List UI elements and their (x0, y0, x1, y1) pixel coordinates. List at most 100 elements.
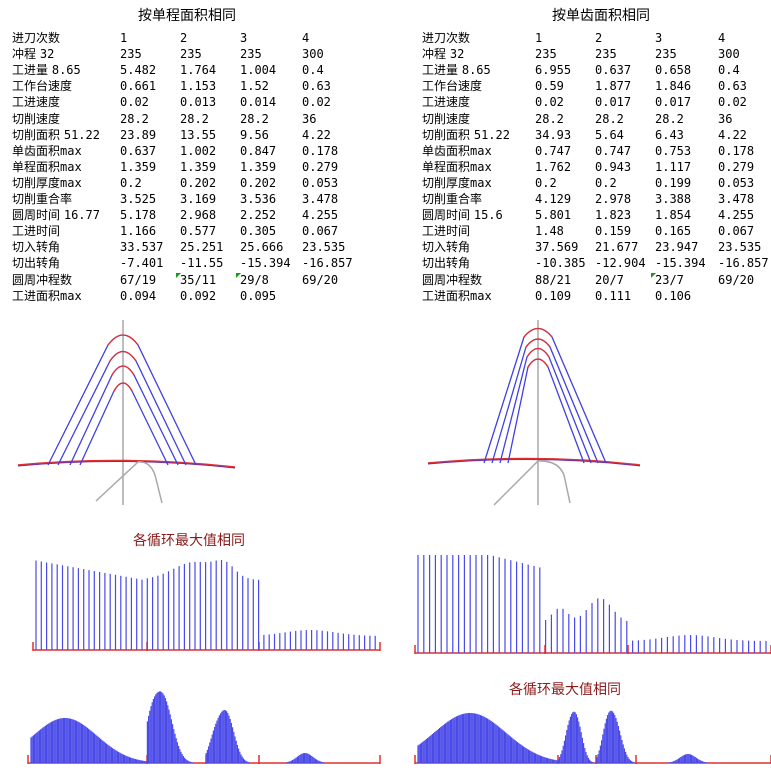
row-label: 圆周冲程数 (12, 272, 72, 288)
row-total-value: 32 (39, 47, 55, 62)
row-label-suffix: max (470, 159, 492, 174)
row-label: 切削速度 (422, 111, 470, 127)
row-label-text: 单程面积 (422, 159, 471, 174)
row-label-text: 切入转角 (422, 240, 471, 255)
row-label-text: 切出转角 (422, 256, 471, 271)
row-label-text: 工进速度 (422, 95, 471, 110)
value-cell: 88/21 (535, 272, 572, 287)
pass-number: 3 (655, 31, 663, 45)
value-cell: 28.2 (535, 111, 564, 126)
value-cell: 0.2 (120, 175, 142, 190)
value-cell: 0.109 (535, 288, 572, 303)
value-cell: 0.159 (595, 224, 632, 239)
value-cell: 0.02 (718, 95, 747, 110)
value-cell: 28.2 (120, 111, 149, 126)
row-label: 单齿面积max (12, 143, 82, 159)
value-cell: 0.847 (240, 143, 277, 158)
value-cell: 6.43 (655, 127, 684, 142)
row-label: 切削面积 51.22 (422, 127, 510, 143)
row-label: 工进面积max (12, 288, 82, 304)
row-label-text: 冲程 (422, 47, 447, 62)
value-cell: 13.55 (180, 127, 217, 142)
row-label-text: 切削速度 (422, 111, 471, 126)
value-cell: 0.199 (655, 175, 692, 190)
value-cell: 0.661 (120, 79, 157, 94)
pass-number: 1 (535, 31, 543, 45)
value-cell: 0.279 (302, 159, 339, 174)
value-cell: 29/8 (236, 272, 269, 287)
value-cell: 37.569 (535, 240, 579, 255)
row-label-text: 圆周冲程数 (12, 272, 73, 287)
row-label-text: 工作台速度 (422, 79, 483, 94)
row-label: 切出转角 (12, 255, 60, 271)
row-label-suffix: max (470, 175, 492, 190)
value-cell: 28.2 (240, 111, 269, 126)
value-cell: -7.401 (120, 256, 164, 271)
value-cell: 1.117 (655, 159, 692, 174)
value-cell: -12.904 (595, 256, 646, 271)
value-cell: 23.947 (655, 240, 699, 255)
row-label-text: 工进时间 (12, 224, 61, 239)
value-cell: 5.178 (120, 208, 157, 223)
row-label-text: 工进面积 (422, 288, 471, 303)
value-cell: 23.535 (302, 240, 346, 255)
value-cell: 0.59 (535, 79, 564, 94)
row-label-text: 切入转角 (12, 240, 61, 255)
left-caption: 各循环最大值相同 (133, 533, 245, 549)
value-cell: 300 (302, 47, 324, 62)
value-cell: 6.955 (535, 63, 572, 78)
row-label-text: 工作台速度 (12, 79, 73, 94)
value-cell: 0.202 (240, 175, 277, 190)
row-label-text: 圆周时间 (422, 208, 471, 223)
row-label-text: 工进量 (422, 63, 459, 78)
value-cell: 0.747 (595, 143, 632, 158)
value-cell: 0.014 (240, 95, 277, 110)
value-cell: 0.092 (180, 288, 217, 303)
value-cell: 0.637 (595, 63, 632, 78)
row-label: 圆周冲程数 (422, 272, 482, 288)
value-cell: 5.64 (595, 127, 624, 142)
row-label: 工进量 8.65 (12, 62, 81, 78)
row-total-value: 32 (449, 47, 465, 62)
row-label-text: 工进面积 (12, 288, 61, 303)
value-cell: -16.857 (302, 256, 353, 271)
value-cell: 235 (535, 47, 557, 62)
value-cell: 1.359 (180, 159, 217, 174)
value-cell: 0.094 (120, 288, 157, 303)
value-cell: 23.535 (718, 240, 762, 255)
value-cell: 3.536 (240, 192, 277, 206)
value-cell: 0.111 (595, 288, 632, 303)
value-cell: 1.764 (180, 63, 217, 78)
value-cell: 0.305 (240, 224, 277, 239)
value-cell: 0.053 (302, 175, 339, 190)
value-cell: -15.394 (240, 256, 291, 271)
value-cell: -16.857 (718, 256, 769, 271)
row-label-text: 单程面积 (12, 159, 61, 174)
value-cell: 300 (718, 47, 740, 62)
row-label: 工进面积max (422, 288, 492, 304)
row-label: 切入转角 (12, 239, 60, 255)
row-label: 工进速度 (12, 94, 60, 110)
right-tooth-profile-diagram (427, 320, 641, 506)
row-label: 单程面积max (12, 159, 82, 175)
row-total-value: 8.65 (51, 63, 81, 78)
value-cell: 1.846 (655, 79, 692, 94)
value-cell: 1.153 (180, 79, 217, 94)
value-cell: 0.02 (302, 95, 331, 110)
row-label: 工作台速度 (422, 78, 482, 94)
row-label: 圆周时间 16.77 (12, 207, 100, 223)
value-cell: 235 (180, 47, 202, 62)
row-label-text: 工进速度 (12, 95, 61, 110)
value-cell: 0.095 (240, 288, 277, 303)
row-label-suffix: max (60, 159, 82, 174)
value-cell: 2.978 (595, 192, 632, 206)
row-label-text: 冲程 (12, 47, 37, 62)
value-cell: 0.017 (655, 95, 692, 110)
value-cell: 0.053 (718, 175, 755, 190)
left-max-value-bar-graph (32, 559, 381, 651)
value-cell: 235 (595, 47, 617, 62)
value-cell: 23/7 (651, 272, 684, 287)
value-cell: -10.385 (535, 256, 586, 271)
row-label-text: 单齿面积 (422, 143, 471, 158)
value-cell: 69/20 (718, 272, 755, 287)
